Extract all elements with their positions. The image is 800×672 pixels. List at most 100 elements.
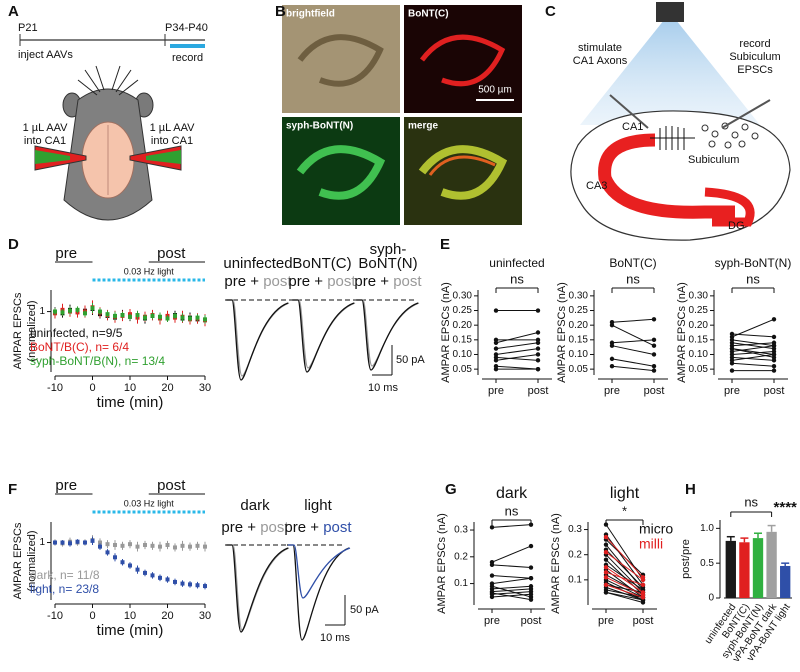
y-tick-label: 0.30 — [453, 291, 473, 302]
significance: ns — [510, 271, 524, 286]
marker — [143, 570, 147, 575]
marker — [150, 543, 155, 548]
marker — [165, 577, 170, 582]
y-axis-label: AMPAR EPSCs — [12, 522, 24, 599]
region-label: DG — [728, 220, 745, 232]
trace-header: light — [304, 497, 332, 514]
trace — [292, 299, 355, 373]
pair-line — [731, 353, 775, 361]
trace-legend-pre: pre + — [288, 273, 327, 290]
x-tick-label: post — [644, 385, 665, 397]
chart-title: dark — [496, 485, 528, 502]
point — [535, 308, 541, 313]
point — [651, 368, 657, 373]
point — [609, 343, 615, 348]
pair-line — [611, 365, 655, 372]
y-tick-label: 0.20 — [453, 320, 473, 331]
marker — [120, 313, 125, 318]
x-tick-label: 0 — [89, 382, 95, 394]
injection-label: 1 µL AAV — [150, 122, 196, 134]
point — [603, 575, 609, 580]
x-tick-label: 20 — [161, 610, 173, 622]
trace-header: uninfected — [223, 255, 292, 272]
marker — [113, 313, 117, 318]
pair-line — [605, 564, 644, 591]
marker — [203, 317, 207, 322]
marker — [98, 309, 102, 314]
y-tick-label: 0.20 — [569, 320, 589, 331]
pair-line — [491, 575, 532, 579]
y-axis-label: AMPAR EPSCs (nA) — [550, 513, 562, 614]
x-tick-label: 20 — [161, 382, 173, 394]
y-tick-label: 1.0 — [700, 523, 714, 534]
y-tick-label: 0.2 — [454, 551, 468, 562]
pair-line — [495, 342, 539, 350]
y-tick-label: 0.5 — [700, 558, 714, 569]
marker — [135, 567, 140, 572]
pair-line — [611, 345, 655, 355]
pair-line — [611, 318, 655, 323]
pair-line — [605, 536, 644, 578]
marker — [75, 539, 80, 544]
pair-line — [491, 577, 532, 585]
chart-title: light — [610, 485, 640, 502]
marker — [165, 542, 170, 547]
x-tick-label: pre — [598, 615, 614, 627]
y-tick-label: 0.10 — [569, 349, 589, 360]
point — [640, 582, 646, 588]
tile-label: syph-BoNT(N) — [286, 121, 353, 132]
legend-entry: micro — [639, 521, 673, 537]
x-axis-label: time (min) — [97, 622, 164, 639]
pair-line — [495, 348, 539, 355]
trace-legend-post: post — [393, 273, 422, 290]
point — [609, 322, 615, 328]
point — [651, 337, 657, 343]
callout: CA1 Axons — [573, 55, 628, 67]
pair-line — [731, 339, 775, 347]
point — [528, 576, 534, 581]
region-label: Subiculum — [688, 154, 739, 166]
trace-legend-post: post — [327, 273, 356, 290]
pair-line — [491, 588, 532, 593]
pair-line — [611, 339, 655, 344]
significance: ns — [626, 271, 640, 286]
pair-line — [495, 356, 539, 361]
point — [535, 366, 541, 372]
pair-line — [611, 358, 655, 367]
point — [771, 334, 777, 340]
timeline-label: P34-P40 — [165, 22, 208, 34]
y-tick-label: 1 — [39, 537, 45, 548]
pair-line — [731, 342, 775, 350]
bar — [780, 565, 791, 598]
bar — [766, 531, 777, 598]
panel-letter: E — [440, 236, 450, 253]
y-tick-label: 0.10 — [689, 349, 709, 360]
chart-title: BoNT(C) — [609, 256, 656, 270]
marker — [150, 573, 155, 578]
epoch-label: post — [157, 245, 186, 262]
y-tick-label: 0.3 — [568, 524, 582, 535]
epoch-label: pre — [55, 245, 77, 262]
point — [493, 337, 499, 343]
marker — [180, 543, 185, 548]
marker — [180, 581, 185, 586]
pair-line — [605, 534, 644, 586]
legend-entry: uninfected, n=9/5 — [30, 326, 123, 340]
point — [603, 565, 609, 570]
y-tick-label: 0.15 — [453, 334, 473, 345]
marker — [158, 575, 162, 580]
point — [609, 356, 615, 362]
marker — [75, 307, 80, 312]
pair-line — [731, 342, 775, 347]
pair-line — [495, 353, 539, 361]
region-label: CA1 — [622, 121, 643, 133]
pair-line — [605, 571, 644, 586]
trace-legend-pre: pre + — [354, 273, 393, 290]
point — [729, 361, 735, 366]
point — [651, 352, 657, 357]
trace-legend: pre + post — [224, 273, 292, 290]
point — [535, 330, 541, 335]
callout: Subiculum — [729, 51, 780, 63]
y-tick-label: 0.25 — [453, 305, 473, 316]
marker — [83, 540, 87, 545]
